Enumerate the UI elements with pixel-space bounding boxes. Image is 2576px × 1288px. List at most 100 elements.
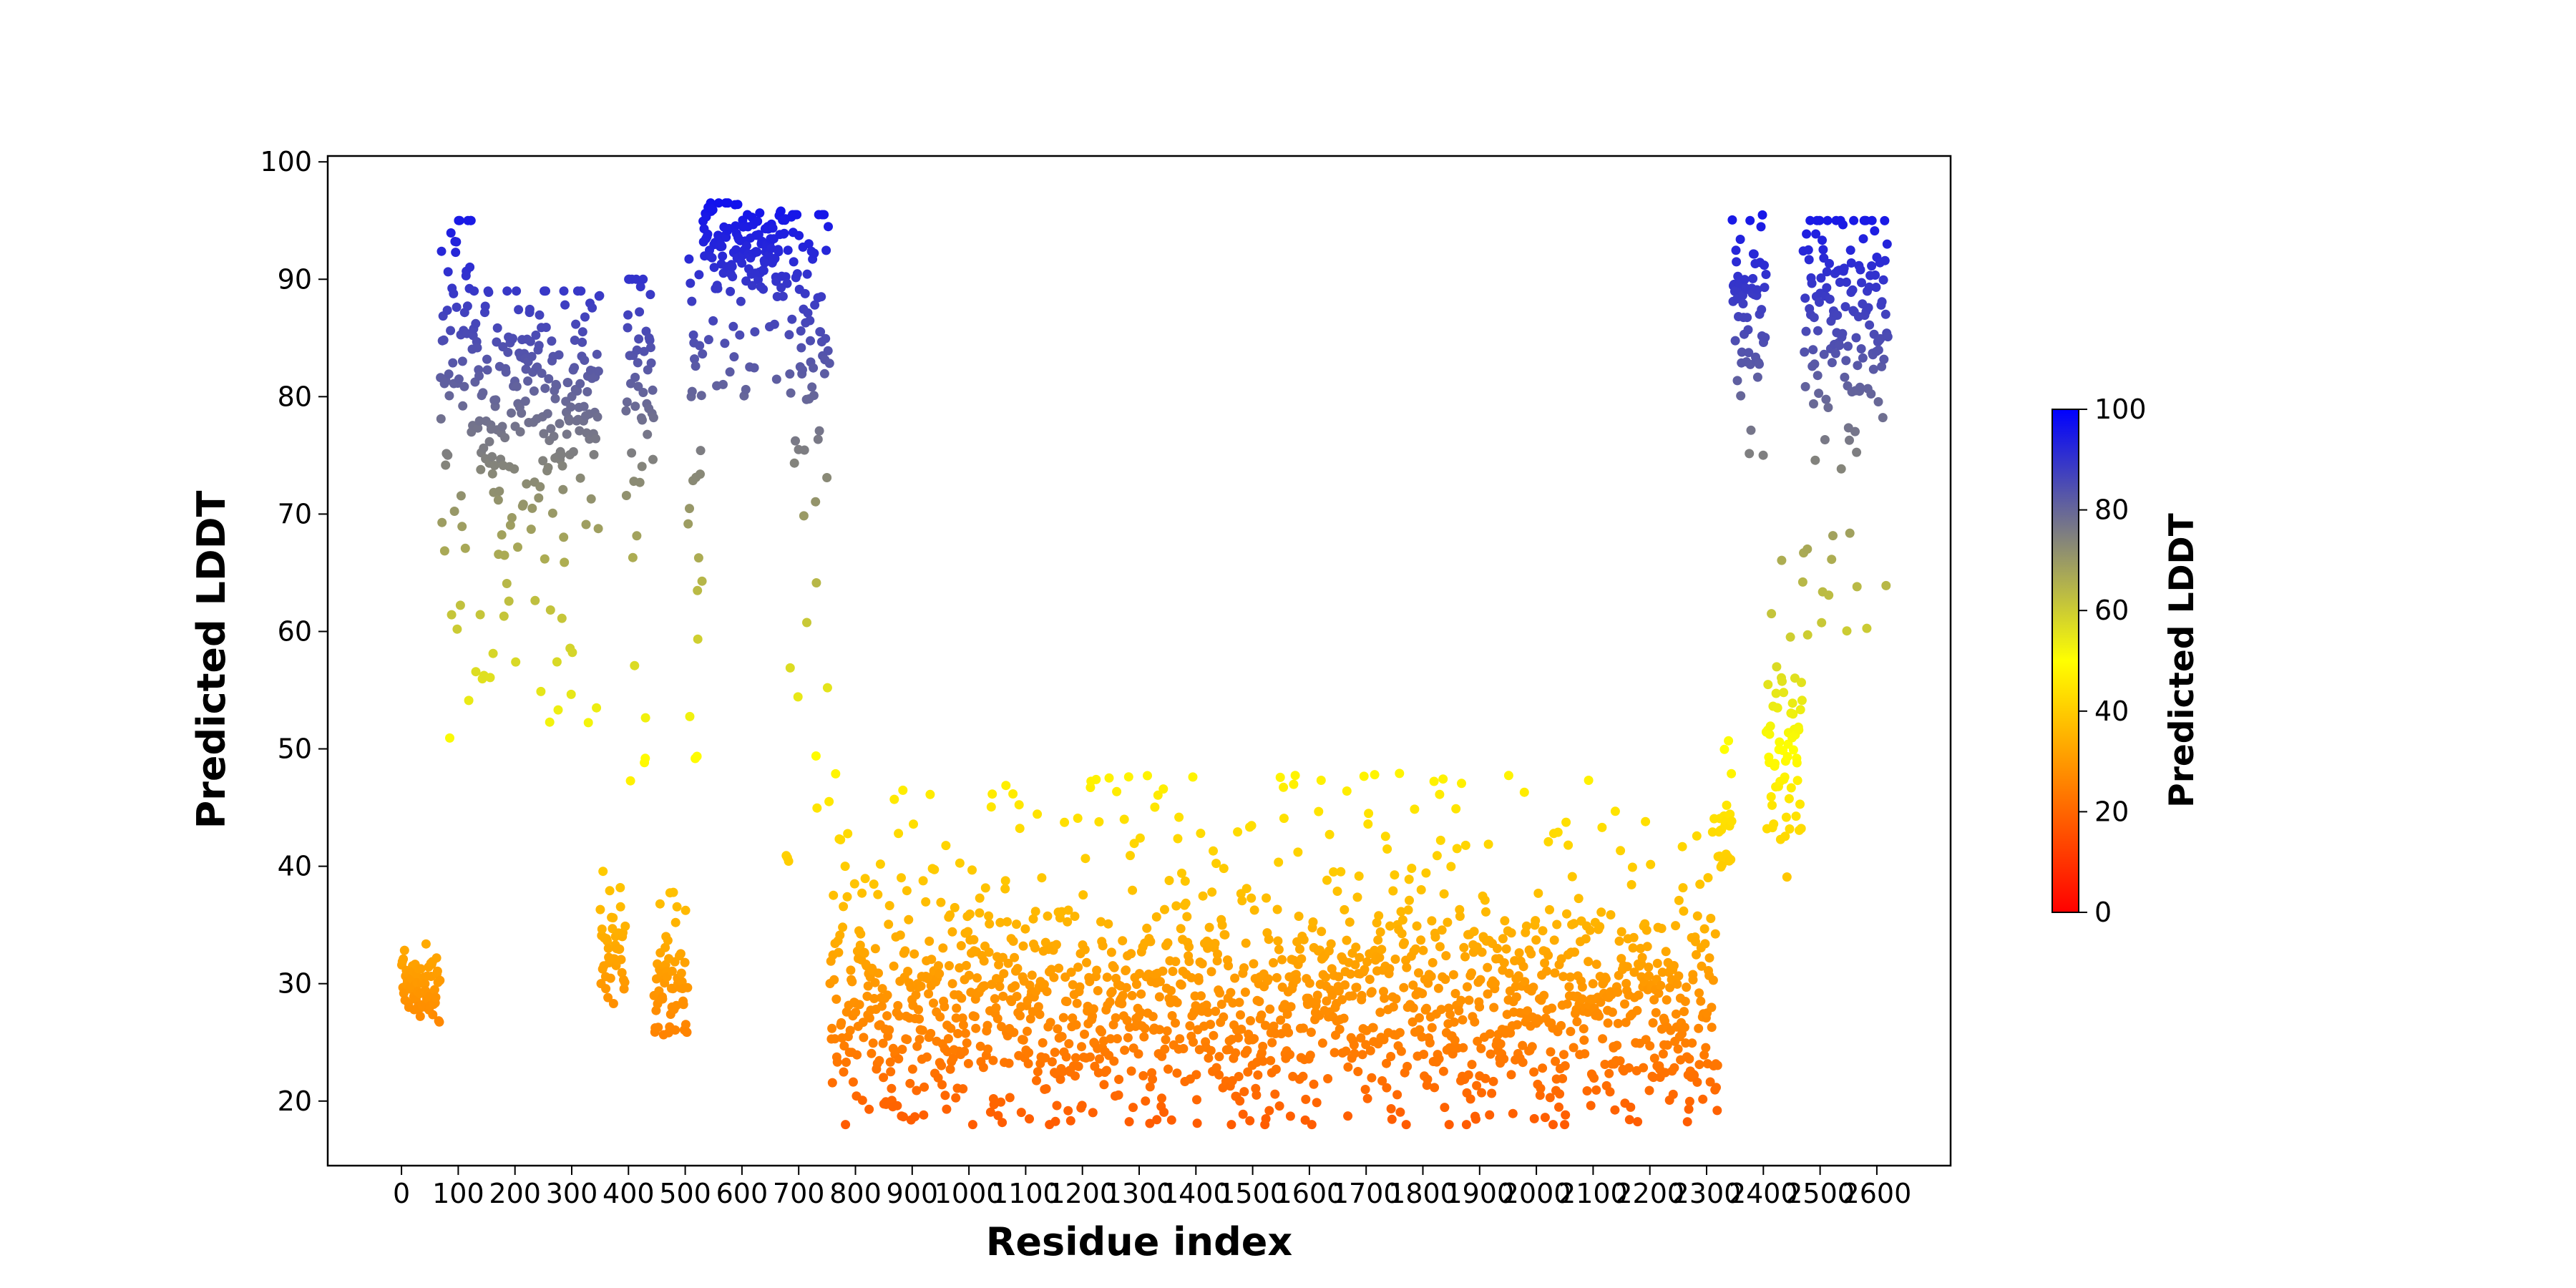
data-point [1368,1023,1378,1033]
data-point [1840,302,1850,312]
data-point [648,454,658,464]
data-point [1792,758,1802,768]
data-point [1040,1053,1050,1063]
data-point [547,336,557,346]
data-point [1705,1077,1715,1087]
data-point [1352,982,1362,992]
data-point [1802,229,1812,239]
data-point [1272,972,1282,982]
data-point [1373,935,1383,945]
data-point [1779,688,1789,698]
data-point [436,246,447,256]
data-point [1822,283,1832,293]
data-point [513,542,522,552]
data-point [1512,1020,1522,1030]
data-point [758,265,769,275]
data-point [1211,1063,1221,1073]
data-point [1855,265,1865,275]
data-point [870,977,880,987]
data-point [1163,938,1173,948]
data-point [1023,1026,1032,1036]
data-point [791,436,800,446]
data-point [1151,912,1161,922]
data-point [603,992,613,1002]
data-point [753,275,763,285]
data-point [492,323,502,333]
data-point [753,216,763,226]
data-point [1039,980,1049,990]
data-point [1415,1013,1424,1023]
data-point [484,288,494,297]
data-point [1242,1045,1252,1055]
data-point [921,897,931,907]
data-point [1337,995,1347,1005]
data-point [605,886,615,896]
data-point [1106,1034,1116,1044]
data-point [1841,277,1851,287]
data-point [907,1064,917,1074]
data-point [1418,989,1428,998]
data-point [1463,982,1472,992]
data-point [1437,925,1447,935]
data-point [1732,376,1742,386]
data-point [1836,464,1846,474]
data-point [1561,817,1571,827]
data-point [1506,928,1516,938]
data-point [1597,822,1607,832]
data-point [566,689,576,699]
data-point [559,286,569,296]
data-point [822,473,832,482]
data-point [1103,919,1113,929]
data-point [603,943,613,953]
data-point [1556,1020,1566,1030]
data-point [1814,389,1824,399]
data-point [563,378,573,388]
y-tick-label: 60 [278,615,312,647]
data-point [458,401,468,411]
data-point [1312,990,1322,1000]
data-point [924,936,935,946]
data-point [527,503,537,513]
data-point [691,361,701,371]
data-point [695,341,705,351]
data-point [621,406,631,416]
data-point [869,994,879,1003]
data-point [1865,320,1875,330]
y-axis-ticks: 20 30 40 50 60 70 80 90 100 [260,146,328,1117]
data-point [1845,528,1855,538]
data-point [1135,833,1145,843]
data-point [645,336,655,345]
data-point [1342,786,1352,796]
data-point [556,450,566,459]
data-point [484,436,494,447]
data-point [1433,983,1443,993]
data-point [1068,1013,1078,1023]
data-point [1692,950,1701,960]
data-point [539,429,549,439]
data-point [1258,1041,1268,1051]
data-point [1269,958,1278,967]
data-point [1252,1090,1262,1100]
data-point [1236,1024,1246,1034]
data-point [1073,962,1083,972]
data-point [670,917,680,927]
data-point [1025,1014,1035,1024]
data-point [542,409,552,419]
data-point [1379,1035,1389,1045]
data-point [1689,1070,1699,1080]
data-point [1340,904,1350,914]
data-point [1732,257,1742,267]
data-point [1684,1104,1694,1114]
data-point [1181,898,1191,908]
data-point [1435,835,1445,845]
data-point [553,705,563,715]
data-point [1538,1063,1548,1073]
data-point [1119,814,1129,824]
data-point [447,610,457,620]
data-point [690,354,699,364]
data-point [1657,924,1667,933]
data-point [898,785,908,795]
data-point [916,981,926,991]
data-point [620,921,630,931]
data-point [565,416,575,426]
